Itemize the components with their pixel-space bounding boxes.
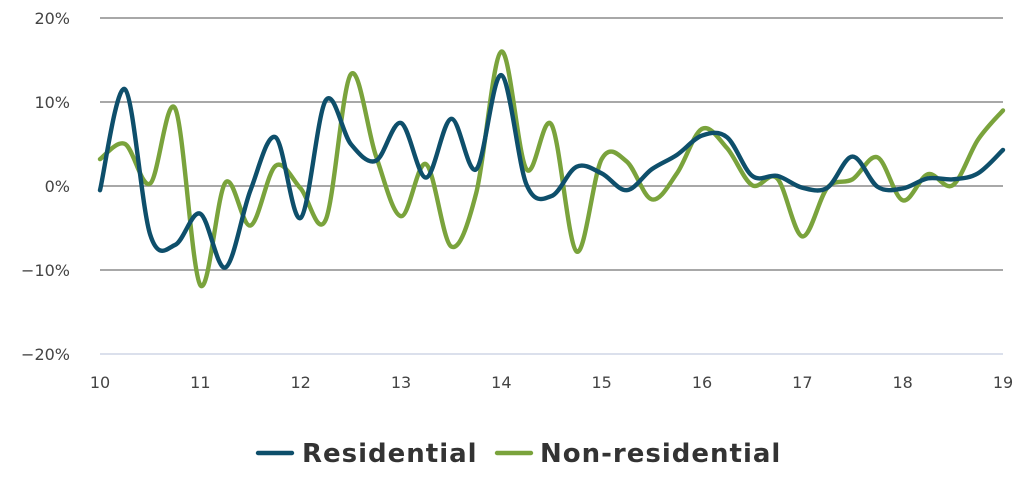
y-tick-label: 20% [34,9,70,28]
x-tick-label: 11 [190,373,210,392]
y-tick-label: −20% [21,345,70,364]
y-tick-label: 10% [34,93,70,112]
grid [100,17,1003,355]
x-axis-ticks: 10 11 12 13 14 15 16 17 18 19 [90,373,1013,392]
x-tick-label: 13 [391,373,411,392]
x-tick-label: 15 [591,373,611,392]
x-tick-label: 16 [692,373,712,392]
legend-label: Residential [302,439,478,469]
x-tick-label: 14 [491,373,511,392]
x-tick-label: 17 [792,373,812,392]
y-tick-label: 0% [45,177,70,196]
x-tick-label: 10 [90,373,110,392]
x-tick-label: 19 [993,373,1013,392]
x-tick-label: 12 [290,373,310,392]
legend-label: Non-residential [540,439,781,469]
legend: Residential Non-residential [255,439,781,469]
x-tick-label: 18 [892,373,912,392]
y-tick-label: −10% [21,261,70,280]
series-line-residential [97,72,1006,270]
series-lines [97,49,1006,289]
y-axis-ticks: 20% 10% 0% −10% −20% [21,9,70,364]
